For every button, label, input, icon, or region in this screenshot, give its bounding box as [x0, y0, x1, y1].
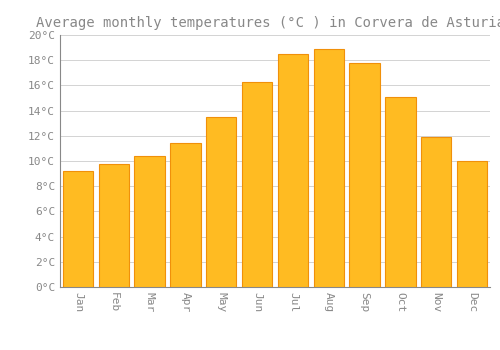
Bar [242, 82, 272, 287]
Bar [350, 63, 380, 287]
Bar [206, 117, 236, 287]
Bar [62, 171, 93, 287]
Title: Average monthly temperatures (°C ) in Corvera de Asturias: Average monthly temperatures (°C ) in Co… [36, 16, 500, 30]
Bar [314, 49, 344, 287]
Bar [98, 163, 129, 287]
Bar [457, 161, 488, 287]
Bar [278, 54, 308, 287]
Bar [385, 97, 416, 287]
Bar [421, 137, 452, 287]
Bar [134, 156, 165, 287]
Bar [170, 144, 200, 287]
